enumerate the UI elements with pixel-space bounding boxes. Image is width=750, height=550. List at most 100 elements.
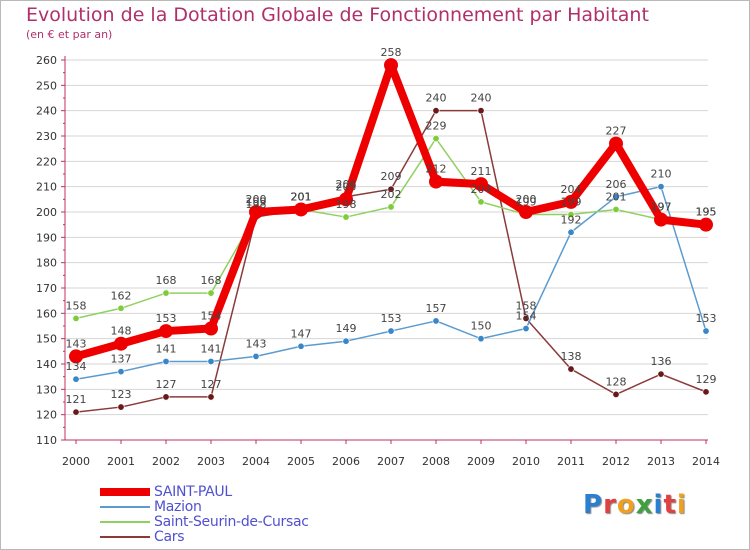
y-tick-label: 260 [36, 54, 57, 67]
data-label-1: 153 [696, 312, 717, 325]
data-label-3: 201 [291, 190, 312, 203]
y-tick-label: 190 [36, 231, 57, 244]
y-tick-label: 160 [36, 307, 57, 320]
series-point-3 [657, 370, 665, 378]
series-point-3 [162, 393, 170, 401]
series-point-2 [612, 205, 620, 213]
data-label-0: 205 [336, 180, 357, 193]
x-tick-label: 2013 [647, 455, 675, 468]
x-tick-label: 2012 [602, 455, 630, 468]
y-tick-label: 180 [36, 257, 57, 270]
y-tick-label: 130 [36, 383, 57, 396]
series-line-2 [75, 137, 707, 320]
y-tick-label: 250 [36, 79, 57, 92]
chart-legend: SAINT-PAUL Mazion Saint-Seurin-de-Cursac… [100, 483, 309, 545]
x-tick-label: 2003 [197, 455, 225, 468]
x-tick-label: 2009 [467, 455, 495, 468]
chart-subtitle: (en € et par an) [26, 28, 113, 41]
data-label-3: 206 [336, 178, 357, 191]
y-tick-label: 140 [36, 358, 57, 371]
y-tick-label: 240 [36, 105, 57, 118]
series-point-3 [72, 408, 80, 416]
x-tick-label: 2014 [692, 455, 720, 468]
data-label-2: 168 [156, 274, 177, 287]
series-point-1 [297, 342, 305, 350]
x-tick-label: 2007 [377, 455, 405, 468]
data-label-2: 199 [561, 196, 582, 209]
data-label-0: 227 [606, 125, 627, 138]
data-label-3: 128 [606, 375, 627, 388]
series-point-2 [72, 314, 80, 322]
data-label-1: 137 [111, 353, 132, 366]
series-point-1 [522, 325, 530, 333]
series-point-1 [387, 327, 395, 335]
data-label-0: 200 [516, 193, 537, 206]
data-label-2: 201 [291, 190, 312, 203]
series-point-3 [612, 390, 620, 398]
data-label-2: 162 [111, 289, 132, 302]
data-label-3: 240 [426, 92, 447, 105]
series-point-3 [477, 107, 485, 115]
data-label-0: 212 [426, 163, 447, 176]
series-point-1 [342, 337, 350, 345]
data-label-1: 134 [66, 360, 87, 373]
legend-label-mazion: Mazion [154, 498, 202, 515]
series-point-3 [387, 185, 395, 193]
series-point-1 [432, 317, 440, 325]
legend-label-saint-seurin: Saint-Seurin-de-Cursac [154, 513, 309, 530]
data-label-0: 153 [156, 312, 177, 325]
series-point-2 [207, 289, 215, 297]
x-tick-label: 2000 [62, 455, 90, 468]
data-label-0: 197 [651, 201, 672, 214]
data-label-3: 158 [516, 299, 537, 312]
legend-swatch-cars [100, 535, 150, 538]
series-point-1 [207, 357, 215, 365]
y-tick-label: 170 [36, 282, 57, 295]
data-label-2: 201 [606, 190, 627, 203]
x-tick-label: 2010 [512, 455, 540, 468]
series-point-3 [432, 107, 440, 115]
data-label-1: 153 [381, 312, 402, 325]
data-label-2: 199 [246, 196, 267, 209]
chart-plot: 110 120 130 140 150 160 170 180 190 200 210 220 230 2… [36, 46, 720, 468]
data-label-2: 195 [696, 206, 717, 219]
data-label-1: 149 [336, 322, 357, 335]
y-tick-label: 110 [36, 434, 57, 447]
series-point-2 [117, 304, 125, 312]
series-point-0 [699, 217, 713, 232]
data-label-2: 229 [426, 120, 447, 133]
x-tick-label: 2006 [332, 455, 360, 468]
data-label-1: 147 [291, 327, 312, 340]
series-point-1 [612, 193, 620, 201]
y-tick-label: 210 [36, 181, 57, 194]
series-point-0 [564, 194, 578, 209]
legend-label-cars: Cars [154, 528, 185, 545]
y-tick-label: 150 [36, 333, 57, 346]
data-label-1: 192 [561, 213, 582, 226]
series-point-0 [519, 205, 533, 219]
proxiti-logo: Proxiti [583, 490, 687, 520]
series-point-1 [72, 375, 80, 383]
series-point-3 [207, 393, 215, 401]
series-point-0 [654, 212, 668, 227]
legend-label-saint-paul: SAINT-PAUL [154, 483, 232, 500]
data-label-1: 206 [606, 178, 627, 191]
x-tick-label: 2011 [557, 455, 585, 468]
series-point-3 [567, 365, 575, 373]
series-point-2 [342, 213, 350, 221]
data-label-1: 141 [201, 342, 222, 355]
data-label-2: 199 [516, 196, 537, 209]
legend-item-cars: Cars [100, 528, 309, 545]
series-point-0 [249, 205, 263, 219]
data-label-1: 141 [156, 342, 177, 355]
data-label-3: 136 [651, 355, 672, 368]
x-tick-label: 2001 [107, 455, 135, 468]
series-point-1 [657, 183, 665, 191]
data-label-0: 154 [201, 310, 222, 323]
series-point-3 [702, 388, 710, 396]
series-point-0 [339, 192, 353, 207]
y-tick-label: 230 [36, 130, 57, 143]
legend-swatch-mazion [100, 505, 150, 508]
data-label-2: 198 [336, 198, 357, 211]
data-label-2: 168 [201, 274, 222, 287]
